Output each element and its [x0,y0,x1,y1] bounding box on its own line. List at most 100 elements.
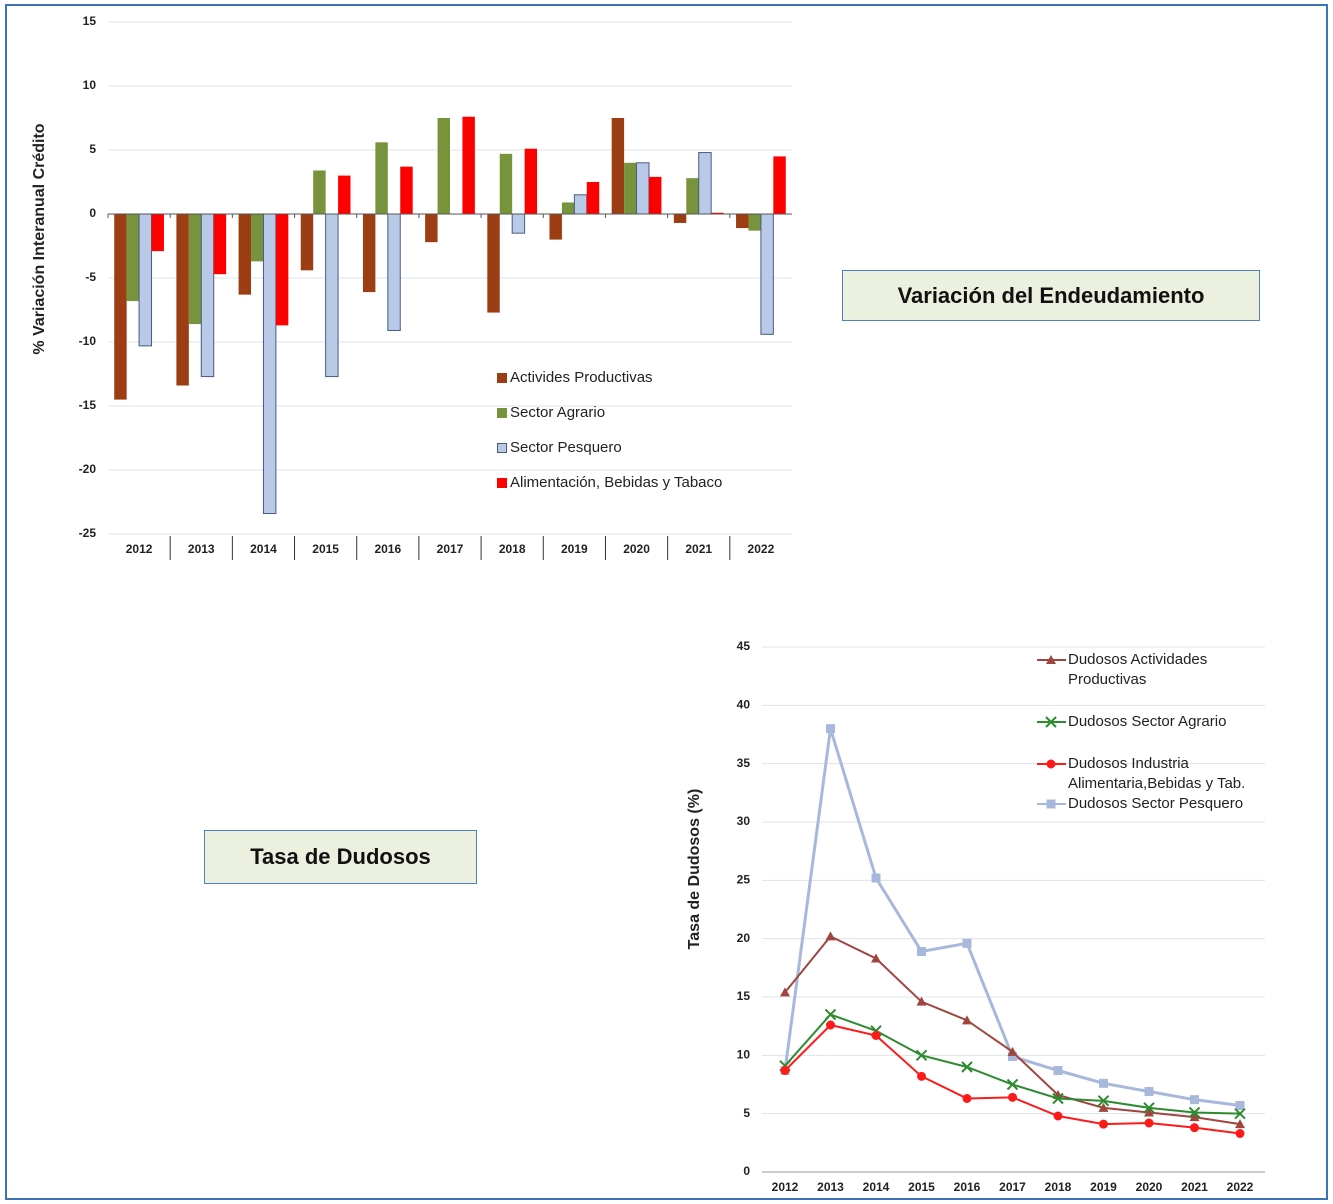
x-tick-label: 2022 [748,542,775,556]
point [871,953,881,963]
x-tick-label: 2017 [437,542,464,556]
y-tick-label: 5 [743,1106,750,1120]
y-tick-label: 40 [737,698,751,712]
point [1053,1111,1063,1121]
point [780,987,790,997]
bar [748,214,761,231]
point [1098,1102,1109,1112]
y-tick-label: 20 [737,931,751,945]
legend-item: Dudosos Sector Agrario [1035,712,1265,732]
x-tick-label: 2018 [1045,1180,1072,1194]
bar [425,214,438,243]
x-tick-label: 2017 [999,1180,1026,1194]
frame [5,4,1328,1200]
bar [275,214,289,326]
point [916,996,927,1006]
legend-label: Dudosos Sector Agrario [1068,713,1227,730]
markers [780,1020,1245,1138]
bar [511,213,526,234]
bar [126,214,140,302]
legend-swatch [497,442,507,453]
x-tick-label: 2021 [1181,1180,1208,1194]
point [1235,1129,1245,1138]
bar [151,214,164,252]
point [826,1020,835,1030]
point [1046,799,1056,809]
y-tick-label: 45 [737,639,751,653]
x-tick-label: 2012 [772,1180,799,1194]
bar [573,194,588,215]
y-tick-label: 15 [737,989,751,1003]
point [1006,1078,1019,1091]
bar [686,178,699,214]
legend-swatch [1037,759,1066,769]
y-tick-label: 5 [89,142,96,156]
point [824,1008,837,1021]
x-tick-label: 2018 [499,542,526,556]
y-tick-label: -10 [79,334,97,348]
x-tick-label: 2015 [312,542,339,556]
legend-swatch [497,372,507,383]
bar [325,213,339,378]
x-tick-label: 2021 [685,542,712,556]
x-tick-label: 2016 [374,542,401,556]
point [1190,1095,1199,1105]
y-tick-label: 0 [89,206,96,220]
point [915,1049,928,1062]
point [1046,655,1056,664]
y-tick-label: -15 [79,398,97,412]
x-tick-label: 2022 [1227,1180,1254,1194]
bar [251,214,264,262]
bar [648,176,662,214]
y-tick-label: 10 [83,78,97,92]
point [825,931,836,941]
point [1008,1052,1017,1061]
bar [313,170,326,214]
legend-label: Dudosos Sector Pesquero [1068,795,1244,812]
bar [624,162,637,214]
point [1045,716,1057,728]
bar [736,214,749,229]
legend-swatch [497,407,507,418]
point [826,724,835,734]
y-tick-label: 15 [83,14,97,28]
bar [524,148,538,214]
point [1099,1078,1108,1088]
x-tick-label: 2013 [188,542,215,556]
y-tick-label: 0 [743,1164,750,1178]
x-tick-label: 2020 [1136,1180,1163,1194]
bar [200,213,215,378]
point [871,1031,881,1040]
legend-swatch [1037,799,1066,809]
x-tick-label: 2019 [561,542,588,556]
bar [673,214,687,223]
bar [138,213,153,347]
legend-label: Dudosos Industria Alimentaria,Bebidas y … [1068,755,1246,792]
point [1052,1092,1064,1105]
bar [698,152,712,215]
point [962,1015,972,1025]
bar [387,213,401,331]
bar [499,153,513,214]
point [1144,1107,1154,1117]
legend-item: Dudosos Industria Alimentaria,Bebidas y … [1035,754,1265,794]
legend-swatch [1037,716,1066,728]
point [1097,1095,1110,1107]
bar [549,214,562,240]
point [780,1066,790,1075]
legend-label: Alimentación, Bebidas y Tabaco [510,474,723,491]
bar [338,175,351,214]
x-tick-label: 2012 [126,542,153,556]
legend-label: Sector Agrario [510,404,606,421]
bar [375,142,388,214]
y-tick-label: -20 [79,462,97,476]
point [1143,1102,1155,1114]
legend-swatch [1037,655,1066,664]
x-tick-label: 2020 [623,542,650,556]
point [917,1071,926,1081]
bar [773,156,786,214]
point [1235,1119,1245,1129]
y-tick-label: 30 [737,814,751,828]
